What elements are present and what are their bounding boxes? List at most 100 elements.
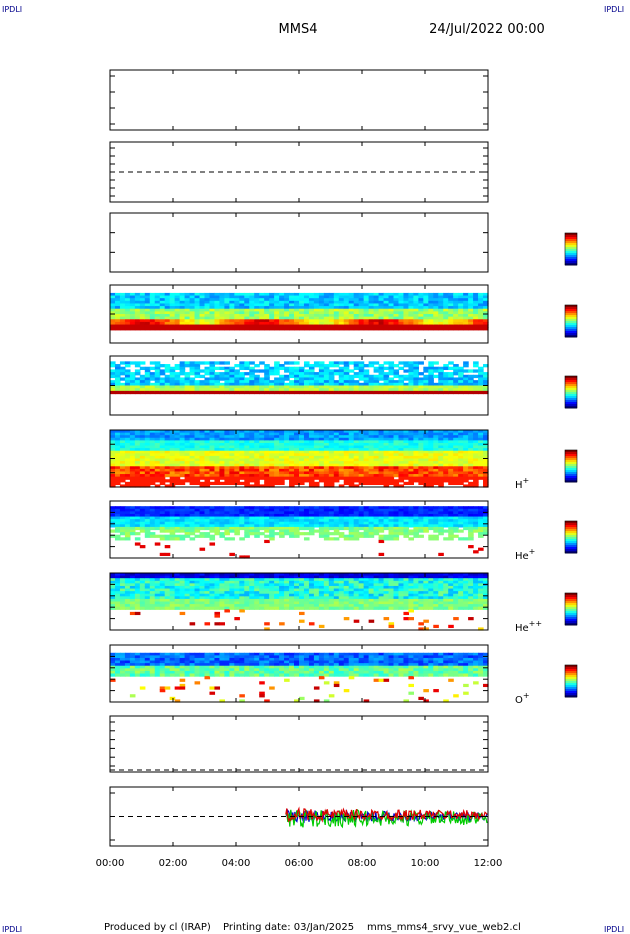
spectrogram-cell [179,385,186,389]
spectrogram-cell [139,298,146,302]
spectrogram-cell [169,591,176,595]
spectrogram-cell [323,450,330,454]
spectrogram-cell [453,380,459,384]
spectrogram-cell [483,508,489,512]
spectrogram-cell [318,524,325,528]
spectrogram-cell [139,593,146,597]
spectrogram-cell [299,455,305,460]
spectrogram-cell [269,450,275,454]
spectrogram-cell [139,481,146,486]
spectrogram-cell [363,458,370,462]
spectrogram-cell [129,458,136,462]
spectrogram-cell [279,511,285,515]
spectrogram-cell [179,529,186,533]
spectrogram-cell [363,295,370,299]
spectrogram-cell [164,324,171,328]
spectrogram-cell [358,372,365,376]
spectrogram-cell [413,466,419,470]
spectrogram-cell [463,474,469,478]
spectrogram-cell [408,466,414,470]
spectrogram-cell [413,529,419,533]
spectrogram-cell [453,372,459,376]
spectrogram-cell [184,292,191,297]
spectrogram-cell [274,458,280,462]
spectrogram-cell [453,432,459,436]
spectrogram-cell [174,474,181,478]
spectrogram-cell [144,430,151,434]
spectrogram-cell [368,521,375,525]
corner-label-bl: IPDLI [2,925,22,934]
spectrogram-cell [313,308,320,312]
spectrogram-cell [478,374,484,379]
spectrogram-cell [328,476,335,480]
spectrogram-cell [214,463,221,467]
colorbar-segment [565,456,577,459]
spectrogram-cell [378,534,385,538]
spectrogram-cell [294,534,300,538]
spectrogram-cell [328,445,335,449]
spectrogram-cell [234,364,240,368]
spectrogram-cell [423,471,429,475]
spectrogram-cell [294,430,300,434]
spectrogram-cell [388,300,395,305]
spectrogram-cell [348,471,355,475]
spectrogram-cell [378,364,385,368]
spectrogram-cell [348,385,355,389]
spectrogram-cell [453,298,459,302]
spectrogram-cell [299,295,305,299]
spectrogram-cell [204,311,211,315]
spectrogram-cell [199,445,206,449]
spectrogram-cell [338,476,345,480]
spectrogram-cell [114,437,121,441]
spectrogram-cell [214,573,221,577]
spectrogram-cell [408,479,414,483]
spectrogram-cell [124,606,131,610]
spectrogram-cell [368,327,375,331]
spectrogram-cell [264,461,270,465]
spectrogram-cell [204,463,211,467]
spectrogram-cell [458,516,464,520]
spectrogram-cell [448,380,454,384]
spectrogram-cell [294,369,300,373]
spectrogram-cell [239,430,245,434]
spectrogram-cell [328,388,335,392]
spectrogram-cell [179,369,186,373]
spectrogram-cell [468,306,474,310]
spectrogram-cell [338,453,345,457]
spectrogram-cell [124,440,131,444]
spectrogram-cell [468,430,474,434]
spectrogram-cell [418,324,424,328]
spectrogram-cell [483,385,489,389]
spectrogram-cell [114,573,121,577]
spectrogram-cell [318,372,325,376]
spectrogram-cell [388,516,395,520]
spectrogram-cell [453,295,459,299]
spectrogram-cell [159,327,166,331]
spectrogram-cell [373,303,380,307]
spectrogram-cell [478,453,484,457]
spectrogram-cell [154,591,161,595]
spectrogram-cell [184,521,191,525]
spectrogram-cell [413,298,419,302]
spectrogram-cell [174,453,181,457]
spectrogram-cell [299,508,305,512]
spectrogram-cell [483,524,489,528]
spectrogram-cell [428,321,434,326]
spectrogram-cell [383,306,390,310]
spectrogram-cell [448,300,454,305]
spectrogram-cell [154,580,161,584]
spectrogram-cell [363,516,370,520]
spectrogram-cell [463,463,469,467]
spectrogram-cell [139,435,146,439]
spectrogram-cell [204,578,211,582]
spectrogram-cell [119,526,126,531]
spectrogram-cell [219,508,225,512]
spectrogram-cell [204,458,211,462]
spectrogram-cell [279,445,285,449]
spectrogram-cell [398,316,405,320]
spectrogram-cell [338,474,345,478]
spectrogram-cell [478,468,484,473]
spectrogram-cell [323,298,330,302]
spectrogram-cell [179,580,186,584]
spectrogram-cell [328,519,335,523]
